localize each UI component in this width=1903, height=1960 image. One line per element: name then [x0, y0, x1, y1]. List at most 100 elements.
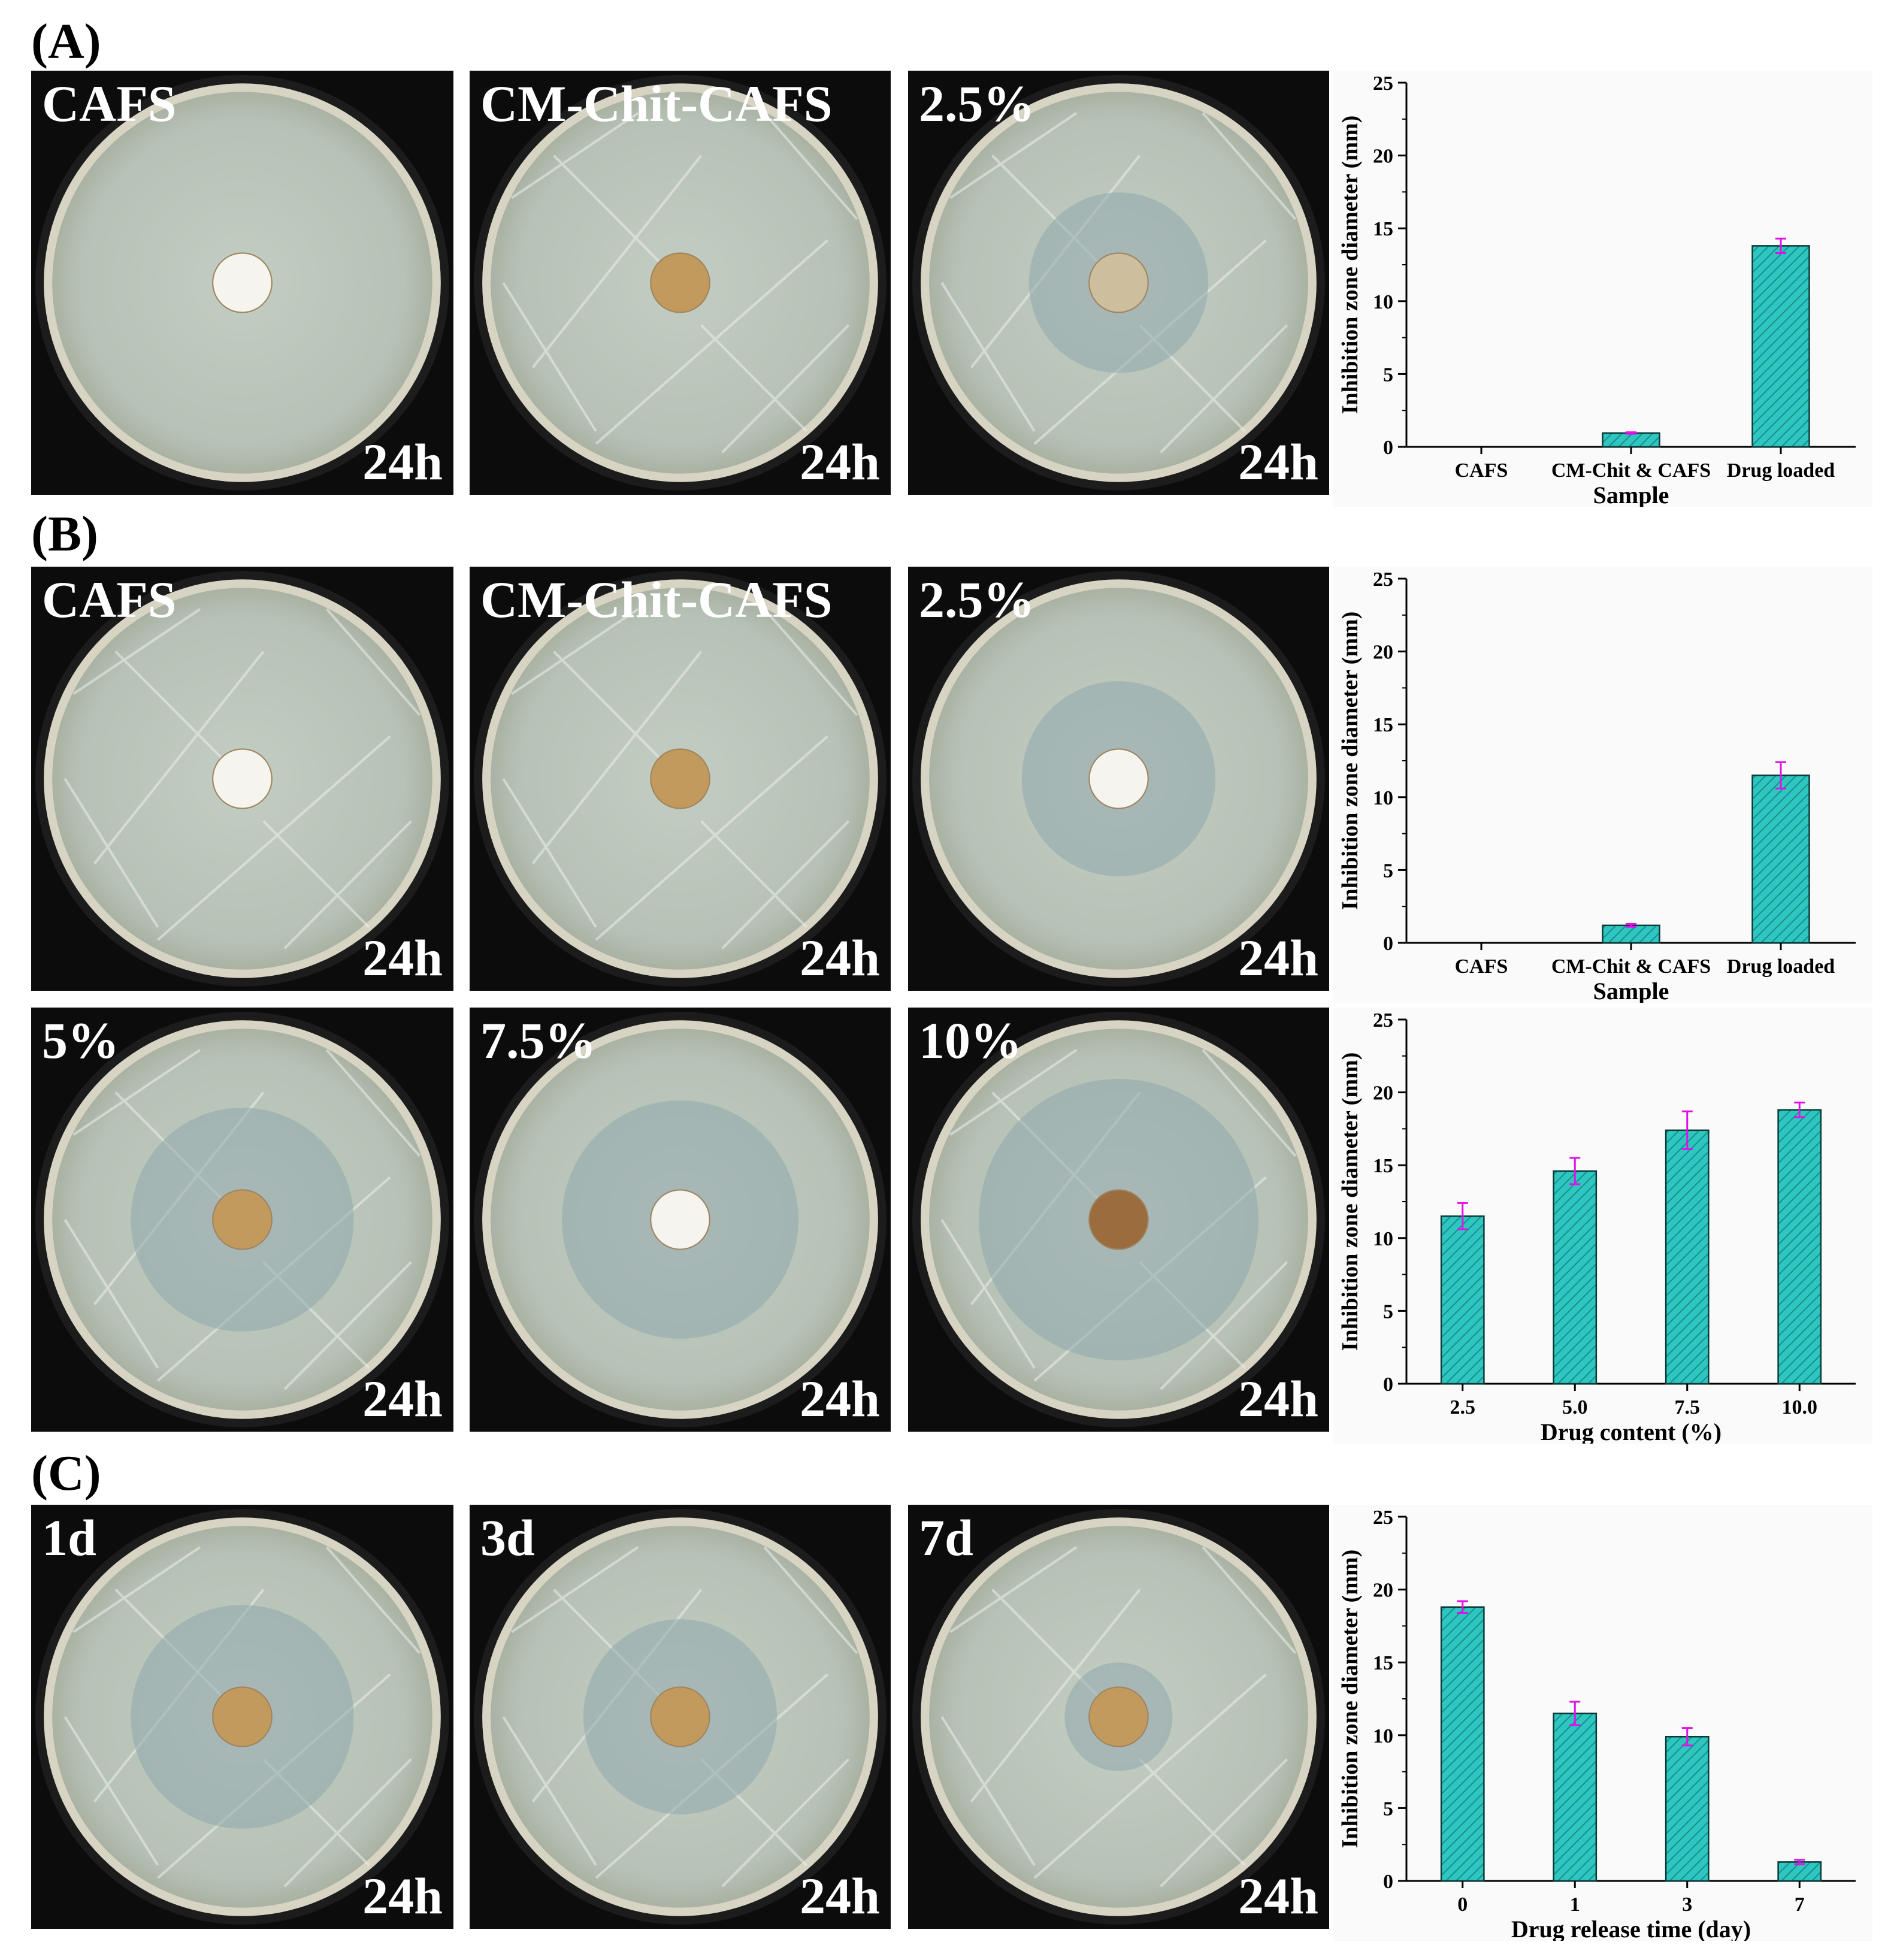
- bar: [1440, 1215, 1485, 1385]
- bar: [1665, 1735, 1710, 1882]
- y-axis-label: Inhibition zone diameter (mm): [1338, 116, 1363, 415]
- petri-dish-photo: 5% 24h: [31, 1008, 453, 1432]
- y-tick-label: 5: [1383, 1300, 1393, 1323]
- y-tick-label: 10: [1373, 1725, 1393, 1747]
- y-tick-label: 15: [1373, 714, 1393, 736]
- y-tick-label: 20: [1373, 642, 1393, 664]
- y-tick-label: 0: [1383, 933, 1393, 955]
- photo-sample-label: CM-Chit-CAFS: [480, 75, 833, 132]
- photo-sample-label: CM-Chit-CAFS: [480, 571, 833, 628]
- photo-time-label: 24h: [800, 929, 880, 987]
- petri-dish-image: [31, 567, 453, 991]
- y-tick-label: 0: [1383, 437, 1393, 459]
- photo-time-label: 24h: [362, 929, 443, 987]
- y-tick-label: 5: [1383, 860, 1393, 882]
- photo-sample-label: CAFS: [42, 75, 177, 132]
- petri-dish-image: [470, 567, 891, 991]
- photo-time-label: 24h: [1238, 433, 1318, 491]
- x-tick-label: CM-Chit & CAFS: [1551, 459, 1711, 482]
- photo-time-label: 24h: [362, 1867, 443, 1925]
- bar: [1602, 924, 1660, 944]
- bar: [1777, 1109, 1822, 1385]
- x-tick-label: 3: [1682, 1894, 1692, 1916]
- sample-disc: [650, 252, 710, 313]
- sample-disc: [650, 1686, 710, 1747]
- sample-disc: [1088, 1189, 1149, 1250]
- photo-time-label: 24h: [362, 1370, 443, 1427]
- photo-sample-label: 7.5%: [480, 1012, 597, 1069]
- sample-disc: [1088, 252, 1149, 313]
- x-tick-label: 7: [1795, 1894, 1805, 1916]
- y-tick-label: 10: [1373, 291, 1393, 313]
- y-tick-label: 20: [1373, 146, 1393, 168]
- petri-dish-photo: 2.5% 24h: [908, 71, 1329, 495]
- petri-dish-photo: CAFS 24h: [31, 567, 453, 991]
- petri-dish-image: [470, 71, 891, 495]
- bar-chart: 0 5 10 15 20 25 CAFS CM-Chit & CAFS Drug loaded S…: [1338, 568, 1856, 1003]
- bar-chart-panel: 0 5 10 15 20 25 0 1 3 7 Drug release time (day) Inh…: [1333, 1505, 1872, 1941]
- x-tick-label: 0: [1457, 1894, 1468, 1916]
- bar: [1602, 432, 1660, 448]
- photo-time-label: 24h: [800, 1370, 880, 1427]
- sample-disc: [212, 1189, 273, 1250]
- bar: [1440, 1606, 1485, 1882]
- bacterial-streaks: [63, 608, 421, 949]
- petri-dish-image: [908, 71, 1329, 495]
- y-tick-label: 0: [1383, 1374, 1393, 1396]
- x-tick-label: Drug loaded: [1727, 459, 1835, 482]
- y-tick-label: 15: [1373, 1652, 1393, 1674]
- petri-dish-image: [908, 1505, 1329, 1929]
- photo-time-label: 24h: [1238, 929, 1318, 987]
- x-axis-label: Sample: [1593, 482, 1669, 507]
- bacterial-streaks: [502, 112, 858, 453]
- x-axis-label: Sample: [1593, 978, 1669, 1003]
- x-tick-label: 5.0: [1562, 1396, 1588, 1418]
- bar-chart: 0 5 10 15 20 25 2.5 5.0 7.5 10.0 Drug content (%) I…: [1338, 1009, 1856, 1444]
- y-tick-label: 25: [1373, 1507, 1393, 1529]
- photo-sample-label: 3d: [480, 1509, 535, 1566]
- y-tick-label: 5: [1383, 364, 1393, 386]
- photo-sample-label: 5%: [42, 1012, 119, 1069]
- sample-disc: [212, 1686, 273, 1747]
- photo-sample-label: 10%: [919, 1012, 1022, 1069]
- petri-dish-photo: CM-Chit-CAFS 24h: [470, 567, 891, 991]
- y-tick-label: 5: [1383, 1798, 1393, 1820]
- bacterial-streaks: [940, 1546, 1297, 1888]
- x-axis-label: Drug content (%): [1541, 1418, 1722, 1444]
- x-tick-label: CAFS: [1455, 459, 1508, 482]
- bar: [1751, 775, 1810, 944]
- photo-time-label: 24h: [362, 433, 443, 491]
- y-axis-label: Inhibition zone diameter (mm): [1338, 1052, 1363, 1351]
- bar: [1553, 1713, 1598, 1882]
- bar-chart-panel: 0 5 10 15 20 25 CAFS CM-Chit & CAFS Drug loaded S…: [1333, 567, 1872, 1003]
- sample-disc: [650, 1189, 710, 1250]
- y-tick-label: 20: [1373, 1082, 1393, 1105]
- petri-dish-image: [908, 1008, 1329, 1432]
- petri-dish-image: [31, 71, 453, 495]
- petri-dish-image: [470, 1505, 891, 1929]
- y-axis-label: Inhibition zone diameter (mm): [1338, 612, 1363, 911]
- photo-time-label: 24h: [800, 1867, 880, 1925]
- bar-chart-panel: 0 5 10 15 20 25 2.5 5.0 7.5 10.0 Drug content (%) I…: [1333, 1008, 1872, 1444]
- bar: [1665, 1129, 1710, 1385]
- x-axis-label: Drug release time (day): [1511, 1916, 1751, 1941]
- petri-dish-image: [31, 1505, 453, 1929]
- bar: [1751, 245, 1810, 448]
- bar-chart: 0 5 10 15 20 25 CAFS CM-Chit & CAFS Drug loaded S…: [1338, 72, 1856, 507]
- sample-disc: [1088, 748, 1149, 809]
- x-tick-label: 1: [1570, 1894, 1580, 1916]
- x-tick-label: 2.5: [1450, 1396, 1476, 1418]
- petri-dish-photo: 10% 24h: [908, 1008, 1329, 1432]
- sample-disc: [650, 748, 710, 809]
- bar-chart-panel: 0 5 10 15 20 25 CAFS CM-Chit & CAFS Drug loaded S…: [1333, 71, 1872, 507]
- petri-dish-image: [31, 1008, 453, 1432]
- x-tick-label: CM-Chit & CAFS: [1551, 955, 1711, 978]
- x-tick-label: Drug loaded: [1727, 955, 1835, 978]
- petri-dish-image: [470, 1008, 891, 1432]
- section-label-b: (B): [31, 506, 98, 562]
- petri-dish-photo: 1d 24h: [31, 1505, 453, 1929]
- y-tick-label: 25: [1373, 568, 1393, 591]
- x-tick-label: 7.5: [1675, 1396, 1701, 1418]
- y-axis-label: Inhibition zone diameter (mm): [1338, 1550, 1363, 1849]
- sample-disc: [1088, 1686, 1149, 1747]
